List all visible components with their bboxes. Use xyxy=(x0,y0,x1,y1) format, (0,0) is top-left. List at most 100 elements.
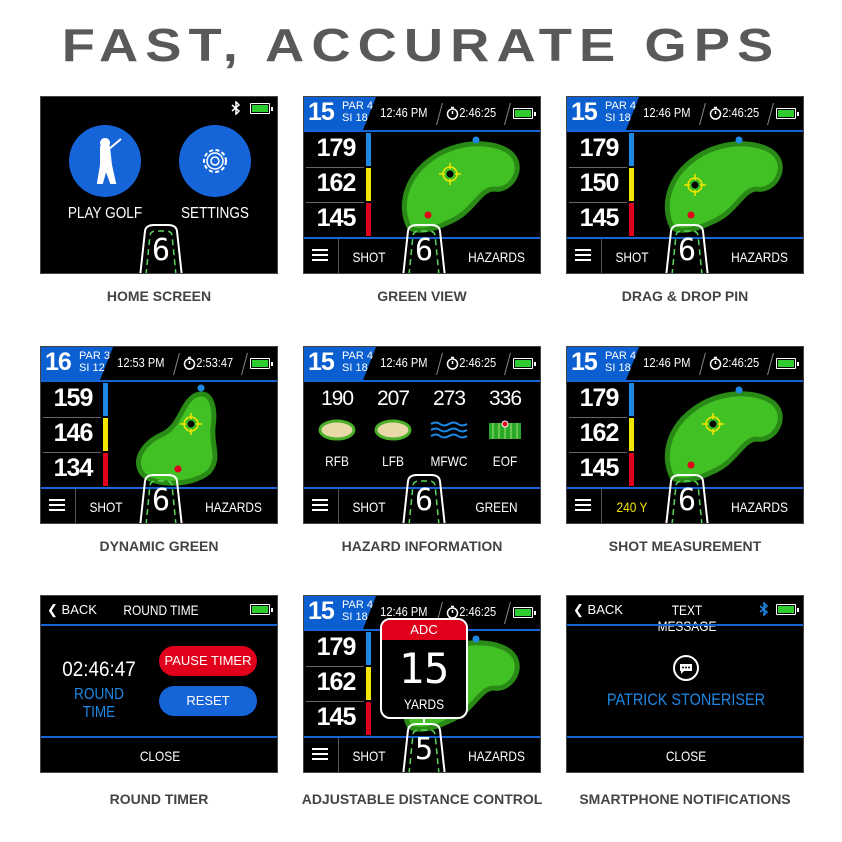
fairway-end-icon xyxy=(485,419,525,446)
club-gauge[interactable] xyxy=(136,223,186,273)
divider xyxy=(241,353,248,375)
shot-button[interactable]: SHOT xyxy=(352,499,386,515)
hazards-button[interactable]: HAZARDS xyxy=(205,499,262,515)
header-divider xyxy=(304,380,540,382)
menu-button[interactable] xyxy=(311,247,329,268)
shot-button[interactable]: SHOT xyxy=(615,249,649,265)
clock-time: 12:46 PM xyxy=(380,355,428,370)
green-shape xyxy=(664,391,783,483)
back-pin xyxy=(197,384,205,392)
shot-button[interactable]: SHOT xyxy=(352,249,386,265)
battery-icon xyxy=(513,108,536,119)
distance-back: 145 xyxy=(316,204,357,232)
shot-button[interactable]: SHOT xyxy=(352,748,386,764)
clock-time: 12:46 PM xyxy=(380,105,428,120)
distance-bar xyxy=(103,383,108,416)
bluetooth-icon xyxy=(231,100,241,120)
screen-hazard-information[interactable]: 15 PAR 4 SI 18 12:46 PM 2:46:25 190 RFB 207 LFB 2… xyxy=(303,346,541,524)
screen-smartphone-notifications[interactable]: ❮ BACK TEXT MESSAGE CLOSE PATRICK STONERISE… xyxy=(566,595,804,773)
round-time-value: 02:46:47 xyxy=(62,658,136,681)
screen-shot-measurement[interactable]: 15 PAR 4 SI 18 12:46 PM 2:46:25 179 162 145 240 … xyxy=(566,346,804,524)
screen-round-timer[interactable]: ❮ BACK ROUND TIME CLOSE 02:46:47 ROUND TIME P… xyxy=(40,595,278,773)
front-pin xyxy=(174,465,182,473)
pause-timer-button[interactable]: PAUSE TIMER xyxy=(159,646,257,676)
distance-bar xyxy=(366,168,371,201)
reset-button[interactable]: RESET xyxy=(159,686,257,716)
hazard-distance: 273 xyxy=(432,387,466,410)
hazards-button[interactable]: HAZARDS xyxy=(731,499,788,515)
hole-number: 16 xyxy=(45,348,72,376)
battery-icon xyxy=(776,604,799,615)
menu-button[interactable] xyxy=(574,247,592,268)
par-label: PAR 4 xyxy=(605,100,636,112)
club-number: 6 xyxy=(677,233,697,268)
distance-middle: 162 xyxy=(316,169,357,197)
bunker-icon xyxy=(373,419,413,446)
header-divider xyxy=(567,624,803,626)
screen-caption: DYNAMIC GREEN xyxy=(99,538,219,554)
settings-label: SETTINGS xyxy=(180,205,249,222)
green-map[interactable] xyxy=(304,131,540,237)
distance-back: 145 xyxy=(316,703,357,731)
golfer-icon xyxy=(96,138,122,184)
club-gauge[interactable] xyxy=(399,722,449,772)
distance-front: 159 xyxy=(53,384,94,412)
distance-bar xyxy=(629,133,634,166)
footer-divider xyxy=(304,487,540,489)
club-gauge[interactable] xyxy=(662,223,712,273)
clock-time: 12:53 PM xyxy=(117,355,165,370)
back-button[interactable]: ❮ BACK xyxy=(47,602,107,618)
battery-icon xyxy=(250,604,273,615)
menu-button[interactable] xyxy=(311,746,329,767)
screen-title: TEXT MESSAGE xyxy=(657,602,717,634)
screen-drag-drop-pin[interactable]: 15 PAR 4 SI 18 12:46 PM 2:46:25 179 150 145 SHOT… xyxy=(566,96,804,274)
green-map[interactable] xyxy=(567,381,803,487)
screen-dynamic-green[interactable]: 16 PAR 3 SI 12 12:53 PM 2:53:47 159 146 134 SHOT… xyxy=(40,346,278,524)
hazards-button[interactable]: HAZARDS xyxy=(731,249,788,265)
distance-middle: 162 xyxy=(316,668,357,696)
green-map[interactable] xyxy=(567,131,803,237)
battery-icon xyxy=(513,358,536,369)
hazards-button[interactable]: HAZARDS xyxy=(468,748,525,764)
stopwatch-icon xyxy=(709,106,722,125)
sender-name: PATRICK STONERISER xyxy=(606,690,766,709)
si-label: SI 18 xyxy=(605,362,631,374)
adc-popup[interactable]: ADC 15 YARDS xyxy=(380,618,468,719)
close-button[interactable]: CLOSE xyxy=(139,748,181,764)
green-map[interactable] xyxy=(41,381,277,487)
front-pin xyxy=(687,461,695,469)
screen-home-screen[interactable]: PLAY GOLF SETTINGS 6 xyxy=(40,96,278,274)
screen-green-view[interactable]: 15 PAR 4 SI 18 12:46 PM 2:46:25 179 162 145 SHOT… xyxy=(303,96,541,274)
hole-badge xyxy=(567,97,639,130)
distance-middle: 150 xyxy=(579,169,620,197)
divider xyxy=(601,489,602,523)
club-gauge[interactable] xyxy=(136,473,186,523)
distance-bar xyxy=(629,453,634,486)
distance-front: 179 xyxy=(316,633,357,661)
hazards-button[interactable]: HAZARDS xyxy=(468,249,525,265)
club-gauge[interactable] xyxy=(662,473,712,523)
par-label: PAR 3 xyxy=(79,350,110,362)
hazard-distance: 207 xyxy=(376,387,410,410)
menu-button[interactable] xyxy=(574,497,592,518)
green-button[interactable]: GREEN xyxy=(475,499,518,515)
close-button[interactable]: CLOSE xyxy=(665,748,707,764)
club-gauge[interactable] xyxy=(399,223,449,273)
divider xyxy=(504,602,511,624)
menu-button[interactable] xyxy=(311,497,329,518)
menu-button[interactable] xyxy=(48,497,66,518)
distance-bar xyxy=(629,383,634,416)
shot-button[interactable]: SHOT xyxy=(89,499,123,515)
settings-button[interactable] xyxy=(179,125,251,197)
back-button[interactable]: ❮ BACK xyxy=(573,602,633,618)
gear-icon xyxy=(203,149,227,173)
si-label: SI 18 xyxy=(605,112,631,124)
club-gauge[interactable] xyxy=(399,473,449,523)
play-golf-button[interactable] xyxy=(69,125,141,197)
adc-connector xyxy=(423,719,425,725)
shot-distance[interactable]: 240 Y xyxy=(616,499,648,515)
chevron-left-icon: ❮ xyxy=(47,602,58,617)
round-timer: 2:46:25 xyxy=(459,604,497,619)
screen-adjustable-distance-control[interactable]: 15 PAR 4 SI 18 12:46 PM 2:46:25 179 162 145 ADC 1… xyxy=(303,595,541,773)
distance-middle: 162 xyxy=(579,419,620,447)
